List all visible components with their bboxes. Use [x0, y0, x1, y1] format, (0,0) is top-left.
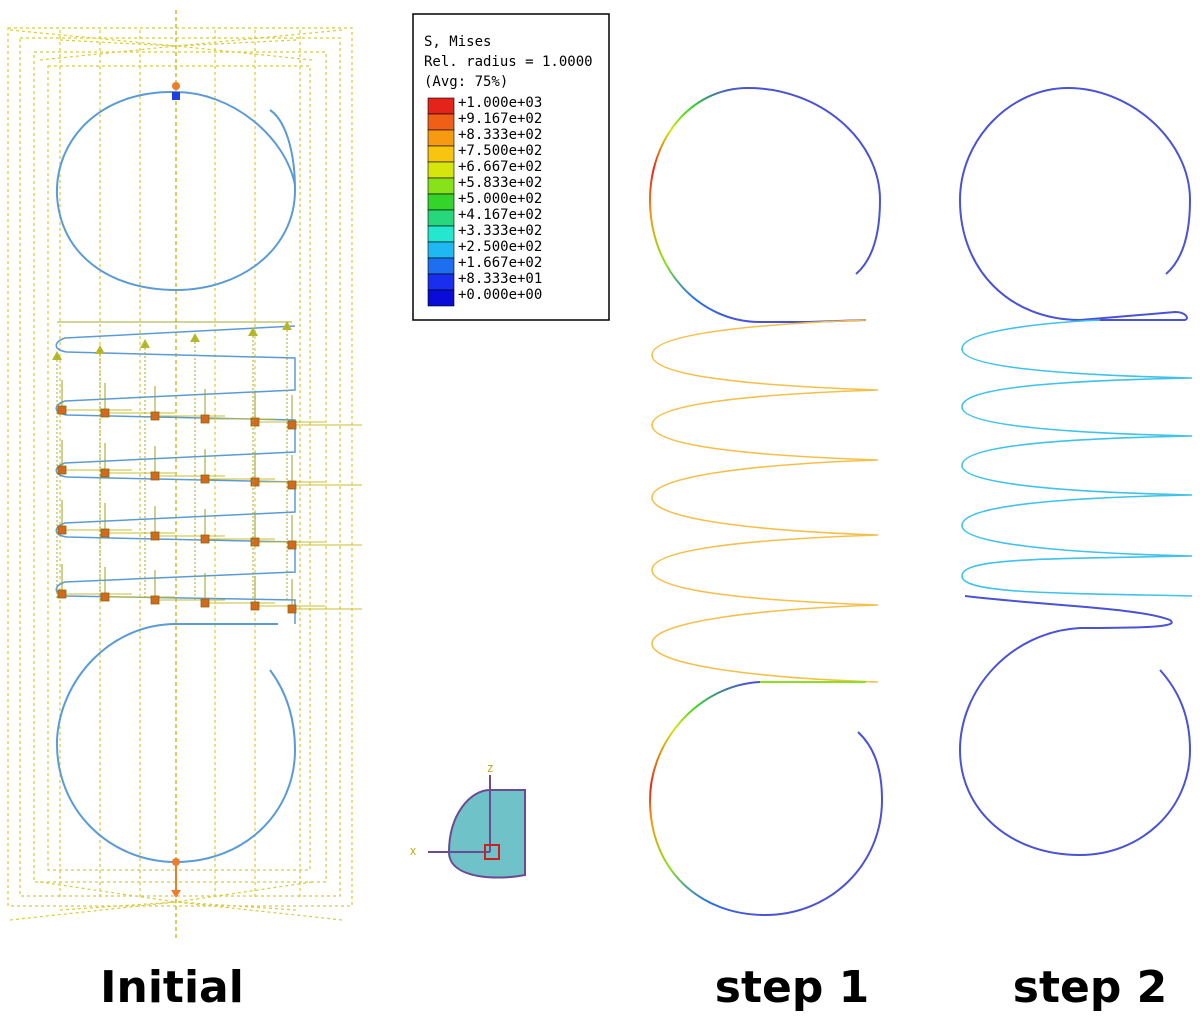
triad-origin-marker	[484, 844, 500, 860]
legend-label: +5.833e+02	[458, 175, 542, 191]
legend-swatch	[427, 257, 455, 275]
node-marker	[250, 477, 260, 487]
step1-coil	[651, 319, 879, 683]
legend-label: +4.167e+02	[458, 207, 542, 223]
node-marker	[250, 417, 260, 427]
node-marker	[100, 528, 110, 538]
node-marker	[150, 471, 160, 481]
step2-bottom-hook	[958, 627, 1192, 857]
triad-quarter-shape	[447, 789, 526, 879]
legend-entries: +1.000e+03+9.167e+02+8.333e+02+7.500e+02…	[427, 95, 542, 307]
step1-bottom-hook	[648, 681, 766, 916]
node-marker	[100, 468, 110, 478]
legend-swatch	[427, 145, 455, 163]
node-marker	[150, 411, 160, 421]
node-marker	[57, 405, 67, 415]
step1-top-hook	[648, 87, 808, 323]
legend-label: +7.500e+02	[458, 143, 542, 159]
step2-coil	[961, 319, 1193, 597]
legend-swatch	[427, 209, 455, 227]
step2-panel	[958, 87, 1193, 857]
node-triangle	[95, 345, 105, 354]
legend-swatch	[427, 273, 455, 291]
legend-label: +3.333e+02	[458, 223, 542, 239]
legend-title-line-3: (Avg: 75%)	[424, 74, 508, 90]
node-triangle	[52, 351, 62, 360]
initial-top-hook-arc	[175, 91, 296, 186]
top-reference-point	[172, 82, 180, 100]
initial-bottom-hook	[55, 623, 297, 864]
legend-swatch	[427, 113, 455, 131]
node-marker	[57, 525, 67, 535]
legend-swatch	[427, 193, 455, 211]
node-marker	[200, 534, 210, 544]
node-marker	[250, 537, 260, 547]
node-marker	[150, 531, 160, 541]
legend-label: +2.500e+02	[458, 239, 542, 255]
node-marker	[287, 420, 297, 430]
triad-x-label: X	[410, 847, 416, 858]
initial-panel	[7, 10, 362, 940]
node-marker	[200, 414, 210, 424]
node-marker	[250, 601, 260, 611]
legend-label: +5.000e+02	[458, 191, 542, 207]
node-marker	[287, 480, 297, 490]
legend-label: +0.000e+00	[458, 287, 542, 303]
step1-top-hook-right	[747, 87, 882, 275]
node-marker	[287, 540, 297, 550]
node-triangle	[140, 339, 150, 348]
legend-swatch	[427, 241, 455, 259]
legend-title-line-1: S, Mises	[424, 34, 491, 50]
step2-top-hook	[958, 87, 1188, 321]
legend-swatch	[427, 97, 455, 115]
legend-label: +1.000e+03	[458, 95, 542, 111]
step1-panel	[648, 87, 884, 916]
legend-label: +8.333e+02	[458, 127, 542, 143]
step1-bottom-hook-right	[764, 731, 884, 916]
node-marker	[100, 592, 110, 602]
node-marker	[57, 465, 67, 475]
legend-swatch	[427, 225, 455, 243]
node-triangle	[248, 327, 258, 336]
node-marker	[57, 589, 67, 599]
initial-top-hook	[55, 90, 297, 292]
legend-swatch	[427, 177, 455, 195]
node-marker	[200, 474, 210, 484]
view-triad: Z X	[410, 764, 526, 879]
legend-label: +1.667e+02	[458, 255, 542, 271]
stress-legend: S, Mises Rel. radius = 1.0000 (Avg: 75%)…	[412, 13, 610, 321]
initial-coil	[55, 325, 296, 624]
step2-top-hook-right	[1067, 87, 1192, 275]
node-triangle	[190, 333, 200, 342]
node-triangle	[282, 321, 292, 330]
legend-label: +9.167e+02	[458, 111, 542, 127]
triad-z-label: Z	[487, 764, 493, 775]
legend-swatch	[427, 289, 455, 307]
caption-step1: step 1	[715, 962, 870, 1013]
legend-label: +6.667e+02	[458, 159, 542, 175]
node-marker	[200, 598, 210, 608]
node-marker	[287, 604, 297, 614]
legend-swatch	[427, 161, 455, 179]
node-marker	[150, 595, 160, 605]
caption-initial: Initial	[100, 962, 244, 1013]
caption-step2: step 2	[1013, 962, 1168, 1013]
legend-swatch	[427, 129, 455, 147]
bottom-reference-point	[171, 858, 181, 898]
legend-label: +8.333e+01	[458, 271, 542, 287]
node-markers	[52, 321, 362, 614]
step2-bottom-link	[964, 595, 1173, 629]
node-marker	[100, 408, 110, 418]
legend-title-line-2: Rel. radius = 1.0000	[424, 54, 593, 70]
